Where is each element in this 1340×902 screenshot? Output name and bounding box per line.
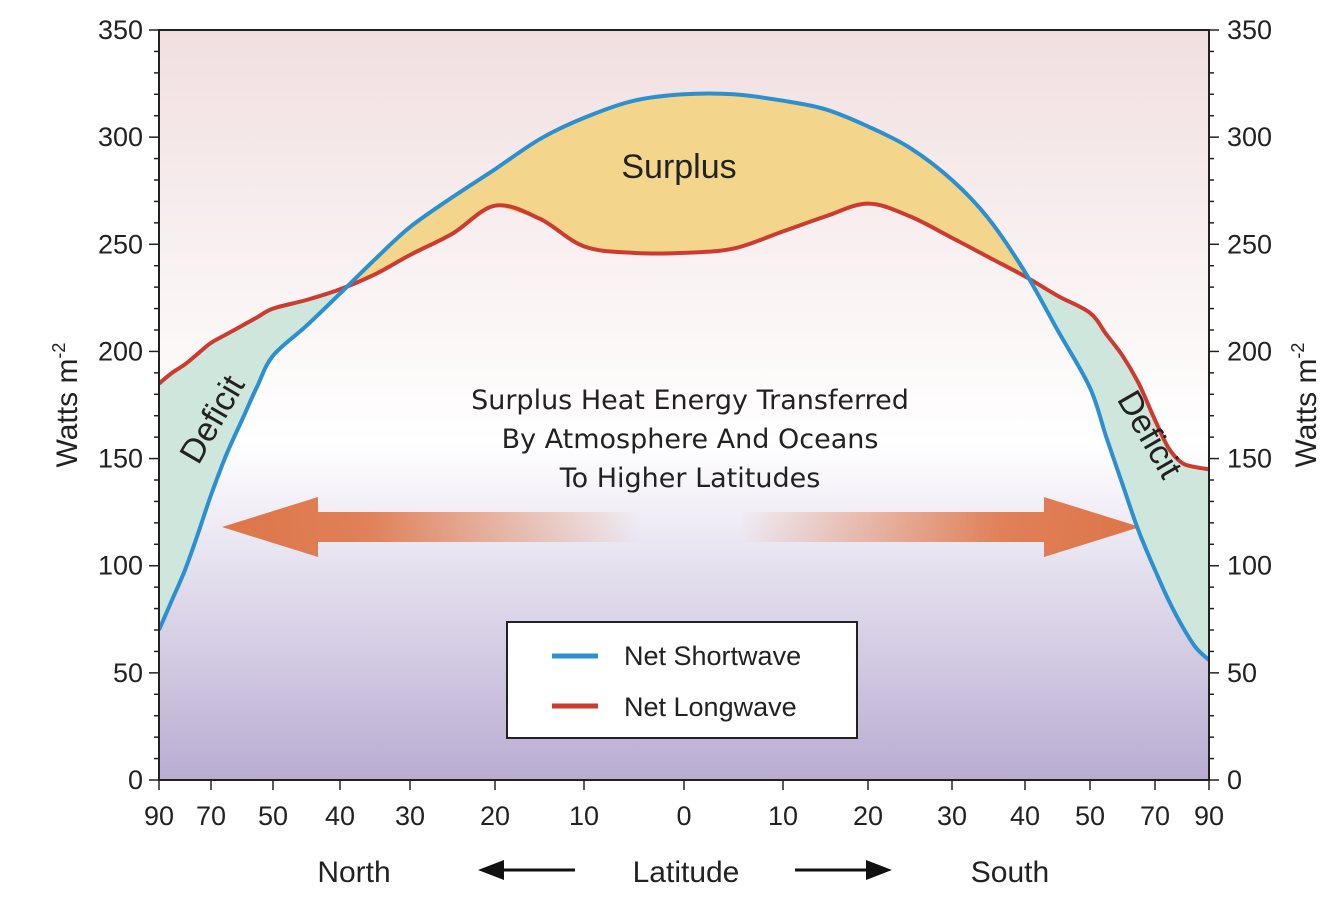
y-tick-label-left: 350 <box>98 15 143 45</box>
x-axis-title: Latitude <box>633 856 740 889</box>
annotation-line-2: By Atmosphere And Oceans <box>502 424 879 455</box>
x-label-south: South <box>971 856 1049 889</box>
x-tick-label: 30 <box>937 801 967 831</box>
legend-box <box>506 621 858 739</box>
surplus-label: Surplus <box>621 148 736 186</box>
x-tick-label: 40 <box>325 801 355 831</box>
series-line-net-longwave <box>159 201 1209 472</box>
transfer-arrow-right <box>740 497 1140 557</box>
x-tick-label: 0 <box>676 801 691 831</box>
arrow-north-icon <box>478 860 575 880</box>
y-tick-label-right: 150 <box>1227 444 1272 474</box>
x-tick-label: 20 <box>480 801 510 831</box>
y-tick-label-right: 250 <box>1227 229 1272 259</box>
annotation-line-3: To Higher Latitudes <box>559 463 821 494</box>
y-tick-label-right: 350 <box>1227 15 1272 45</box>
y-tick-label-right: 50 <box>1227 658 1257 688</box>
surplus-region <box>350 94 1029 285</box>
x-tick-label: 30 <box>395 801 425 831</box>
x-tick-label: 40 <box>1010 801 1040 831</box>
transfer-arrow-left <box>222 497 640 557</box>
y-axis-left: 0 50 100 150 200 250 300 350 <box>98 15 159 795</box>
legend: Net Shortwave Net Longwave <box>506 621 858 739</box>
arrow-south-icon <box>795 860 892 880</box>
annotation-line-1: Surplus Heat Energy Transferred <box>471 385 909 416</box>
y-axis-right: 0 50 100 150 200 250 300 350 <box>1209 15 1272 795</box>
deficit-region-left <box>159 286 347 630</box>
y-tick-label-left: 200 <box>98 336 143 366</box>
y-tick-label-right: 300 <box>1227 122 1272 152</box>
x-tick-label: 20 <box>853 801 883 831</box>
x-tick-label: 50 <box>1075 801 1105 831</box>
y-tick-label-left: 100 <box>98 551 143 581</box>
x-label-north: North <box>317 856 390 889</box>
legend-label-net-longwave: Net Longwave <box>624 692 797 722</box>
x-tick-label: 90 <box>1194 801 1224 831</box>
y-axis-title-right: Watts m-2 <box>1288 343 1323 468</box>
x-tick-label: 90 <box>144 801 174 831</box>
y-tick-label-right: 100 <box>1227 551 1272 581</box>
x-tick-label: 70 <box>1140 801 1170 831</box>
series-line-net-shortwave <box>159 91 1209 662</box>
y-tick-label-right: 200 <box>1227 336 1272 366</box>
legend-label-net-shortwave: Net Shortwave <box>624 641 801 671</box>
x-tick-label: 50 <box>258 801 288 831</box>
y-axis-title-left: Watts m-2 <box>49 343 84 468</box>
y-tick-label-left: 0 <box>128 765 143 795</box>
y-tick-label-left: 50 <box>113 658 143 688</box>
y-tick-label-right: 0 <box>1227 765 1242 795</box>
y-tick-label-left: 150 <box>98 444 143 474</box>
y-tick-label-left: 250 <box>98 229 143 259</box>
x-tick-label: 10 <box>569 801 599 831</box>
x-tick-label: 70 <box>196 801 226 831</box>
x-tick-label: 10 <box>768 801 798 831</box>
y-tick-label-left: 300 <box>98 122 143 152</box>
x-axis: 90 70 50 40 30 20 10 0 10 20 30 40 50 70 90 <box>144 780 1224 831</box>
deficit-region-right <box>1031 280 1209 660</box>
